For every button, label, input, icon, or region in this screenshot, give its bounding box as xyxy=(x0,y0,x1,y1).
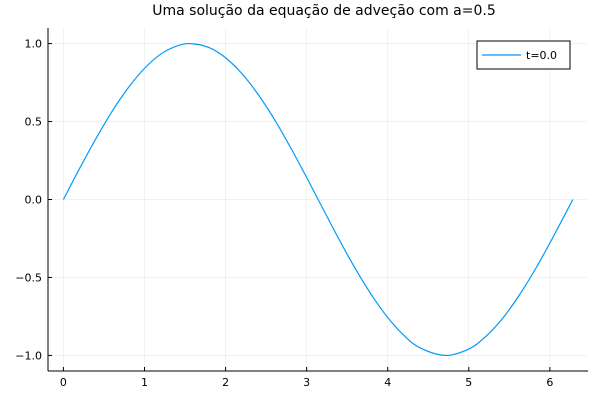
x-tick-label: 2 xyxy=(222,376,229,389)
x-tick-label: 1 xyxy=(141,376,148,389)
x-tick-label: 5 xyxy=(465,376,472,389)
x-tick-label: 6 xyxy=(546,376,553,389)
x-tick-label: 4 xyxy=(384,376,391,389)
x-tick-label: 0 xyxy=(60,376,67,389)
x-tick-label: 3 xyxy=(303,376,310,389)
tick-labels: 0 1 2 3 4 5 6 −1.0 −0.5 0.0 0.5 1.0 xyxy=(15,38,553,389)
y-tick-label: 0.0 xyxy=(25,194,43,207)
legend: t=0.0 xyxy=(476,40,571,70)
axes xyxy=(47,28,588,372)
chart-title: Uma solução da equação de adveção com a=… xyxy=(152,3,496,19)
legend-label: t=0.0 xyxy=(526,49,557,62)
y-tick-label: −0.5 xyxy=(15,271,42,284)
y-tick-label: 0.5 xyxy=(25,116,43,129)
series-line xyxy=(62,42,574,357)
series-layer xyxy=(62,42,574,357)
y-tick-label: 1.0 xyxy=(25,38,43,51)
y-tick-label: −1.0 xyxy=(15,349,42,362)
grid xyxy=(48,28,588,371)
